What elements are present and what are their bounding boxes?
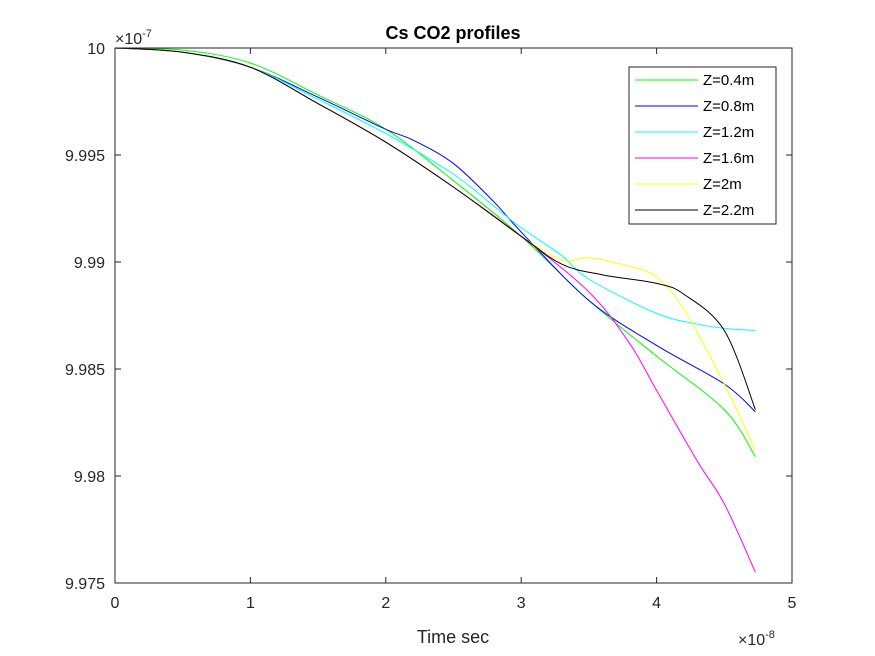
y-tick-label: 9.98 bbox=[74, 469, 105, 486]
legend-box bbox=[628, 66, 777, 225]
legend-label-2: Z=0.8m bbox=[703, 98, 754, 115]
x-tick-label: 0 bbox=[111, 595, 120, 612]
y-tick-label: 9.995 bbox=[65, 148, 105, 165]
x-tick-label: 3 bbox=[517, 595, 526, 612]
axes-box bbox=[114, 47, 793, 584]
legend-label-5: Z=2m bbox=[703, 176, 742, 193]
legend-label-6: Z=2.2m bbox=[703, 202, 754, 219]
x-tick-label: 5 bbox=[788, 595, 797, 612]
y-tick-label: 9.975 bbox=[65, 576, 105, 593]
y-exponent-base: ×10 bbox=[115, 31, 142, 48]
x-tick-label: 4 bbox=[652, 595, 661, 612]
x-axis-exponent: ×10-8 bbox=[738, 629, 775, 649]
x-axis-ticks: 0 1 2 3 4 5 bbox=[111, 48, 797, 612]
legend-label-4: Z=1.6m bbox=[703, 150, 754, 167]
y-axis-ticks: 9.975 9.98 9.985 9.99 9.995 10 bbox=[65, 41, 792, 593]
x-exponent-base: ×10 bbox=[738, 632, 765, 649]
series-layer bbox=[114, 47, 756, 573]
y-tick-label: 10 bbox=[87, 41, 105, 58]
x-exponent-power: -8 bbox=[765, 629, 775, 641]
legend: Z=0.4m Z=0.8m Z=1.2m Z=1.6m Z=2m Z=2.2m bbox=[628, 66, 777, 225]
y-axis-exponent: ×10-7 bbox=[115, 28, 152, 48]
legend-label-1: Z=0.4m bbox=[703, 72, 754, 89]
x-axis-label: Time sec bbox=[417, 627, 489, 647]
y-tick-label: 9.985 bbox=[65, 362, 105, 379]
axes bbox=[114, 47, 793, 584]
chart-title: Cs CO2 profiles bbox=[385, 23, 520, 43]
series-line-6 bbox=[114, 47, 756, 410]
series-line-1 bbox=[114, 47, 756, 458]
x-tick-label: 2 bbox=[381, 595, 390, 612]
legend-label-3: Z=1.2m bbox=[703, 124, 754, 141]
y-tick-label: 9.99 bbox=[74, 255, 105, 272]
x-tick-label: 1 bbox=[246, 595, 255, 612]
y-exponent-power: -7 bbox=[142, 28, 152, 40]
